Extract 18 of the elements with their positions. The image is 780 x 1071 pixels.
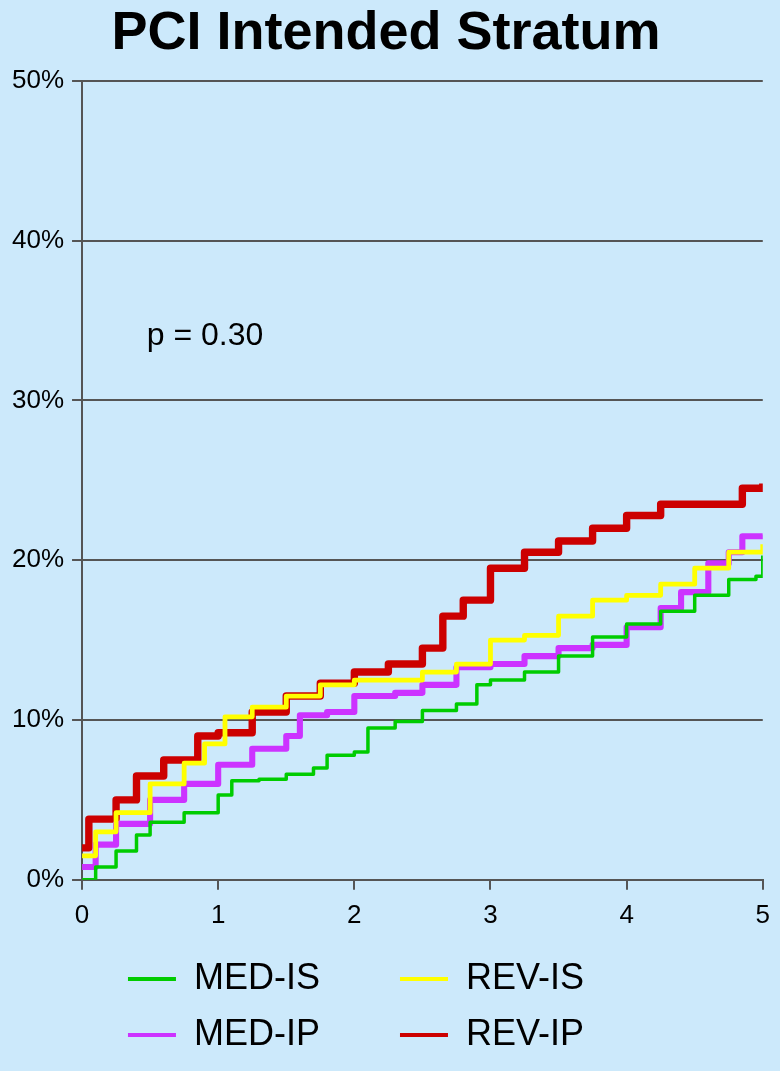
x-tick-label: 0 — [74, 898, 90, 929]
legend-label: REV-IS — [465, 955, 645, 997]
legend-label: REV-IP — [465, 1011, 644, 1053]
y-tick-label: 20% — [11, 543, 65, 574]
x-tick-label: 2 — [347, 898, 362, 929]
x-tick-label: 1 — [210, 898, 226, 929]
x-tick-label: 3 — [483, 898, 498, 929]
x-tick-label: 4 — [619, 898, 634, 929]
y-tick-label: 50% — [11, 63, 65, 94]
annotation: p = 0.30 — [146, 316, 264, 353]
chart-title: PCI Intended Stratum — [111, 0, 661, 61]
y-tick-label: 30% — [11, 383, 65, 414]
y-tick-label: 10% — [11, 703, 65, 734]
y-tick-label: 40% — [11, 223, 65, 254]
legend-label: MED-IP — [193, 1011, 380, 1053]
y-tick-label: 0% — [26, 862, 65, 893]
x-tick-label: 5 — [755, 898, 770, 929]
legend-label: MED-IS — [193, 955, 380, 997]
